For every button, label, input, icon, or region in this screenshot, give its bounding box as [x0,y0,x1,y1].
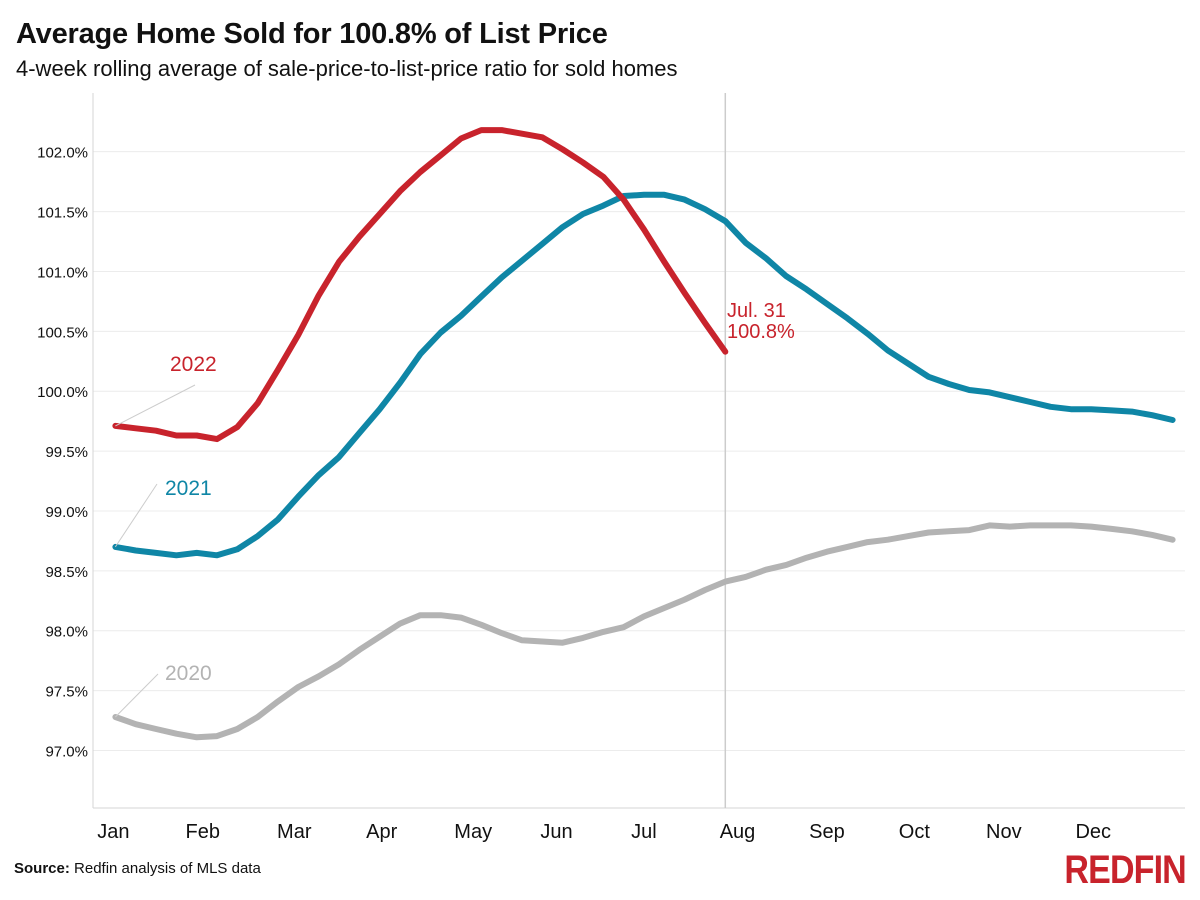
annotation-date: Jul. 31 [727,300,786,322]
y-tick-label: 98.0% [45,624,88,641]
x-tick-label: Apr [366,821,397,843]
x-tick-label: Nov [986,821,1022,843]
x-tick-label: Jun [540,821,572,843]
redfin-logo: REDFIN [1064,848,1187,892]
x-tick-label: Mar [277,821,312,843]
leader-line [115,384,196,427]
series-lines [112,127,1176,741]
y-tick-label: 100.5% [37,324,88,341]
annotation-value: 100.8% [727,321,795,343]
series-label-2021: 2021 [165,477,212,500]
series-label-2022: 2022 [170,353,217,376]
y-tick-label: 97.0% [45,744,88,761]
x-tick-label: May [454,821,492,843]
x-tick-label: Dec [1075,821,1111,843]
x-tick-label: Sep [809,821,845,843]
y-tick-label: 101.0% [37,264,88,281]
gridlines [93,151,1185,752]
series-label-2020: 2020 [165,662,212,685]
y-tick-label: 98.5% [45,564,88,581]
axes: 97.0% 97.5% 98.0% 98.5% 99.0% 99.5% 100.0% 100.… [37,93,1185,843]
series-line-2020 [112,522,1176,741]
y-tick-label: 102.0% [37,145,88,162]
leader-line [114,483,158,548]
y-tick-label: 101.5% [37,205,88,222]
x-tick-label: Oct [899,821,931,843]
x-tick-label: Jan [97,821,129,843]
chart-subtitle: 4-week rolling average of sale-price-to-… [16,56,678,81]
x-tick-label: Aug [720,821,756,843]
y-tick-label: 99.0% [45,504,88,521]
source-note: Source: Redfin analysis of MLS data [14,860,261,877]
y-tick-label: 99.5% [45,444,88,461]
leader-line [115,673,159,718]
y-tick-label: 97.5% [45,684,88,701]
chart-title: Average Home Sold for 100.8% of List Pri… [16,18,608,50]
source-label: Source: [14,860,70,877]
x-tick-label: Feb [186,821,220,843]
series-line-2022 [112,127,729,443]
y-tick-label: 100.0% [37,384,88,401]
source-text: Redfin analysis of MLS data [69,860,261,877]
x-tick-label: Jul [631,821,657,843]
